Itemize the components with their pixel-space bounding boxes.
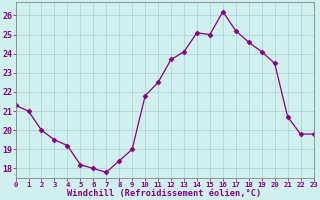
X-axis label: Windchill (Refroidissement éolien,°C): Windchill (Refroidissement éolien,°C) — [68, 189, 262, 198]
